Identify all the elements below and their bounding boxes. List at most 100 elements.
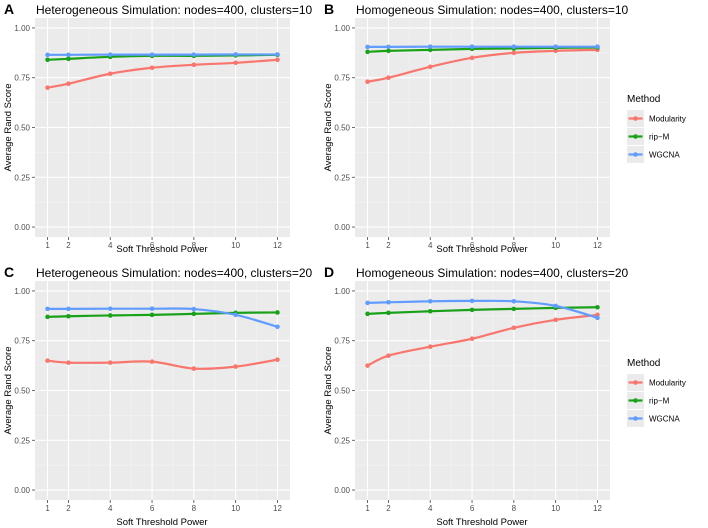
y-axis-label: Average Rand Score xyxy=(323,83,334,171)
panel-title: Homogeneous Simulation: nodes=400, clust… xyxy=(356,3,629,17)
panel-letter: B xyxy=(324,1,334,17)
legend-label: rip−M xyxy=(649,133,670,142)
data-point xyxy=(191,311,197,317)
data-point xyxy=(191,306,197,312)
data-point xyxy=(511,325,517,331)
panel-title: Heterogeneous Simulation: nodes=400, clu… xyxy=(36,266,313,280)
data-point xyxy=(553,44,558,49)
x-tick-label: 10 xyxy=(551,241,560,250)
data-point xyxy=(66,56,71,62)
data-point xyxy=(427,299,433,304)
data-point xyxy=(469,307,475,313)
x-tick-label: 6 xyxy=(470,241,475,250)
data-point xyxy=(191,62,197,68)
panel-b: 0.000.250.500.751.001 2 4 6 8 10 12B Homogeneou… xyxy=(323,1,629,255)
data-point xyxy=(386,75,391,81)
panel-a: 0.000.250.500.751.001 2 4 6 8 10 12A Heterogene… xyxy=(3,1,313,255)
data-point xyxy=(365,300,370,306)
x-tick-label: 6 xyxy=(150,241,155,250)
data-point xyxy=(553,303,558,309)
data-point xyxy=(233,52,238,57)
data-point xyxy=(469,55,475,61)
data-point xyxy=(107,52,113,57)
y-tick-label: 0.00 xyxy=(14,223,30,232)
x-axis-label: Soft Threshold Power xyxy=(116,244,207,255)
y-tick-label: 0.75 xyxy=(14,337,30,346)
x-tick-label: 8 xyxy=(192,241,197,250)
x-tick-label: 8 xyxy=(512,241,517,250)
data-point xyxy=(233,364,238,369)
x-tick-label: 1 xyxy=(365,504,370,513)
data-point xyxy=(107,71,113,77)
data-point xyxy=(275,52,280,57)
legend-label: WGCNA xyxy=(649,151,680,160)
data-point xyxy=(595,304,600,310)
y-tick-label: 0.50 xyxy=(14,124,30,133)
x-tick-label: 4 xyxy=(108,504,113,513)
y-tick-label: 0.50 xyxy=(334,124,350,133)
data-point xyxy=(386,48,391,54)
y-tick-label: 0.75 xyxy=(14,74,30,83)
y-tick-label: 0.75 xyxy=(334,74,350,83)
x-tick-label: 1 xyxy=(45,504,50,513)
legend-key-point xyxy=(633,152,638,157)
panel-c: 0.000.250.500.751.001 2 4 6 8 10 12C Heterogene… xyxy=(3,264,313,528)
panel-letter: A xyxy=(4,1,14,17)
x-tick-label: 8 xyxy=(512,504,517,513)
x-tick-label: 12 xyxy=(273,504,282,513)
x-tick-label: 6 xyxy=(150,504,155,513)
data-point xyxy=(149,306,155,311)
x-tick-label: 2 xyxy=(386,241,391,250)
data-point xyxy=(511,50,517,56)
y-tick-label: 1.00 xyxy=(14,287,30,296)
legend-label: Modularity xyxy=(649,379,686,388)
data-point xyxy=(45,358,50,363)
data-point xyxy=(386,44,391,50)
data-point xyxy=(511,306,517,312)
x-tick-label: 2 xyxy=(66,504,71,513)
data-point xyxy=(191,52,197,57)
legend-label: WGCNA xyxy=(649,415,680,424)
legend-label: rip−M xyxy=(649,397,670,406)
legend: Method Modularity rip−M WGCNA xyxy=(627,94,686,163)
data-point xyxy=(427,47,433,53)
x-tick-label: 6 xyxy=(470,504,475,513)
data-point xyxy=(45,85,50,90)
y-tick-label: 0.50 xyxy=(334,387,350,396)
x-axis-label: Soft Threshold Power xyxy=(436,517,527,528)
data-point xyxy=(66,52,71,58)
data-point xyxy=(107,360,113,365)
x-tick-label: 2 xyxy=(386,504,391,513)
data-point xyxy=(511,44,517,49)
data-point xyxy=(45,314,50,320)
data-point xyxy=(553,317,558,323)
legend-label: Modularity xyxy=(649,115,686,124)
data-point xyxy=(66,360,71,365)
data-point xyxy=(149,65,155,71)
data-point xyxy=(595,315,600,321)
x-tick-label: 1 xyxy=(365,241,370,250)
data-point xyxy=(386,310,391,316)
y-tick-label: 0.25 xyxy=(334,436,350,445)
y-tick-label: 1.00 xyxy=(334,24,350,33)
data-point xyxy=(191,366,197,371)
y-axis-label: Average Rand Score xyxy=(323,346,334,434)
legend-key-point xyxy=(633,134,638,139)
data-point xyxy=(386,300,391,305)
panel-letter: C xyxy=(4,264,14,280)
data-point xyxy=(275,310,280,315)
y-tick-label: 1.00 xyxy=(334,287,350,296)
data-point xyxy=(66,306,71,312)
x-tick-label: 10 xyxy=(551,504,560,513)
legend-key-point xyxy=(633,416,638,421)
data-point xyxy=(469,298,475,304)
data-point xyxy=(45,306,50,312)
x-tick-label: 10 xyxy=(231,504,240,513)
y-tick-label: 0.00 xyxy=(14,486,30,495)
x-tick-label: 4 xyxy=(108,241,113,250)
x-tick-label: 2 xyxy=(66,241,71,250)
y-tick-label: 0.00 xyxy=(334,486,350,495)
data-point xyxy=(427,64,433,70)
data-point xyxy=(365,44,370,50)
data-point xyxy=(469,44,475,49)
